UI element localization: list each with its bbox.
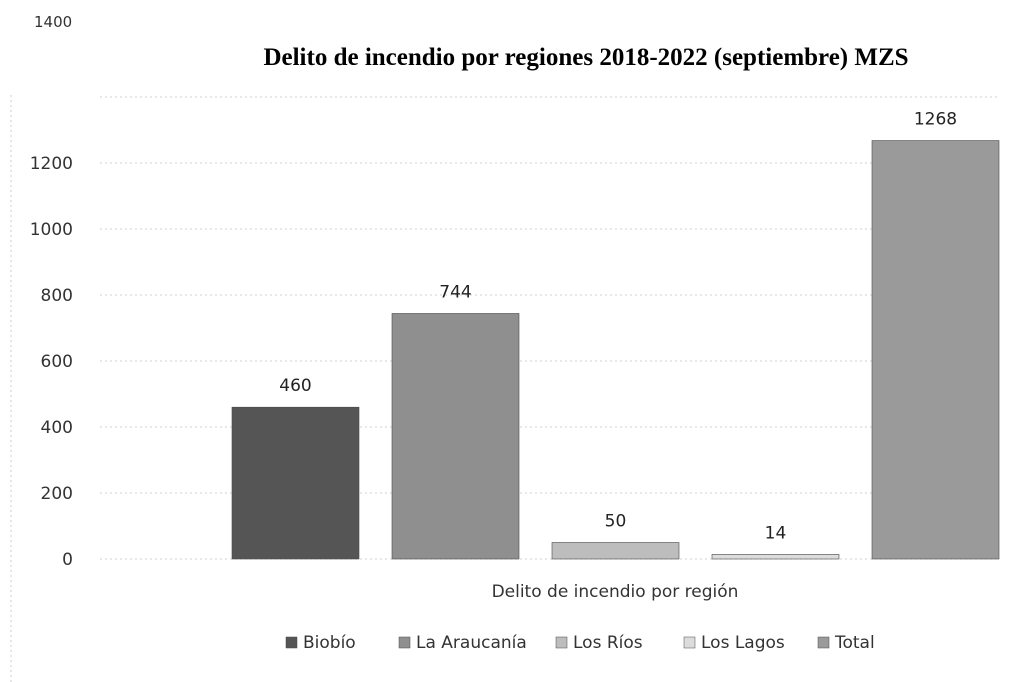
- legend: Biobío La Araucanía Los Ríos Los Lagos Total: [286, 633, 875, 653]
- data-label: 460: [279, 376, 311, 396]
- data-label: 1268: [914, 110, 957, 130]
- legend-swatch: [684, 637, 695, 648]
- y-tick-label: 1000: [30, 220, 73, 240]
- chart-title: Delito de incendio por regiones 2018-202…: [263, 44, 908, 71]
- legend-label: La Araucanía: [416, 633, 527, 653]
- legend-swatch: [556, 637, 567, 648]
- y-tick-label: 400: [41, 418, 73, 438]
- legend-label: Los Ríos: [573, 633, 643, 653]
- bar-los-lagos: [712, 554, 839, 559]
- bar-total: [872, 141, 999, 559]
- bars: [232, 141, 999, 559]
- data-label: 744: [439, 282, 471, 302]
- bar-la-araucan-a: [392, 313, 519, 559]
- legend-label: Biobío: [303, 633, 356, 653]
- y-tick-label: 800: [41, 286, 73, 306]
- bar-los-r-os: [552, 543, 679, 560]
- data-labels: 460 744 50 14 1268: [279, 110, 957, 544]
- y-axis-ticks: 0 200 400 600 800 1000 1200 1400: [30, 13, 73, 570]
- data-label: 50: [605, 512, 627, 532]
- y-tick-label: 200: [41, 484, 73, 504]
- y-tick-label: 600: [41, 352, 73, 372]
- bar-biob-o: [232, 407, 359, 559]
- y-tick-label: 0: [62, 550, 73, 570]
- x-axis-label: Delito de incendio por región: [492, 582, 739, 602]
- legend-swatch: [818, 637, 829, 648]
- legend-swatch: [286, 637, 297, 648]
- legend-label: Los Lagos: [701, 633, 785, 653]
- legend-label: Total: [834, 633, 875, 653]
- y-tick-label: 1400: [34, 13, 72, 31]
- data-label: 14: [765, 523, 787, 543]
- legend-swatch: [399, 637, 410, 648]
- y-tick-label: 1200: [30, 154, 73, 174]
